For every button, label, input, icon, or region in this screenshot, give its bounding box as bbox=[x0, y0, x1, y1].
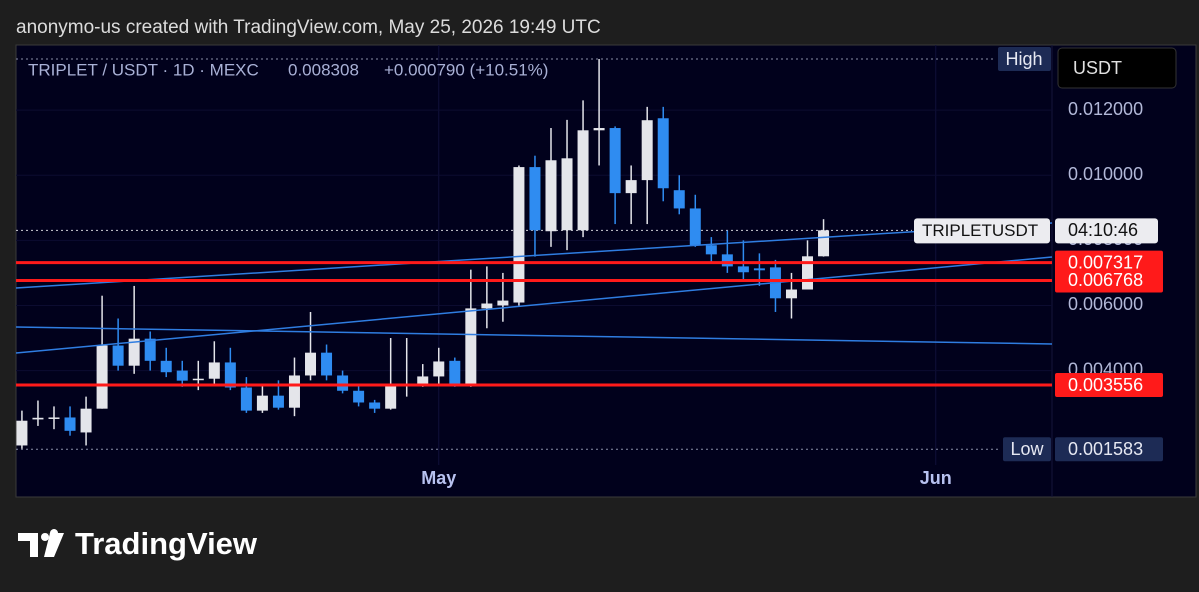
candle-body bbox=[272, 395, 284, 408]
logo-mark bbox=[44, 533, 64, 557]
low-label-box bbox=[1003, 437, 1051, 462]
candle-body bbox=[433, 361, 445, 377]
candle-body bbox=[577, 130, 589, 231]
candle-body bbox=[240, 387, 252, 411]
candle-body bbox=[625, 180, 637, 194]
candle-body bbox=[689, 208, 701, 246]
logo-dot bbox=[41, 533, 49, 541]
low-value: 0.001583 bbox=[1068, 439, 1143, 459]
candle-body bbox=[705, 245, 717, 255]
candle-body bbox=[561, 158, 573, 231]
candle-body bbox=[818, 230, 830, 257]
currency-box[interactable] bbox=[1057, 47, 1177, 89]
candle-body bbox=[529, 167, 541, 231]
symbol: TRIPLET / USDT · 1D · MEXC bbox=[28, 60, 259, 79]
trend-line bbox=[15, 326, 1053, 345]
trend-line bbox=[15, 256, 1053, 354]
candle-body bbox=[673, 190, 685, 209]
candle-body bbox=[208, 362, 220, 379]
candle-body bbox=[353, 390, 365, 403]
candle-body bbox=[64, 417, 76, 431]
last-price: 0.008308 bbox=[288, 60, 359, 79]
chart-panel bbox=[15, 44, 1197, 498]
low-value-box bbox=[1055, 437, 1163, 462]
candle-body bbox=[609, 128, 621, 194]
y-tick-label: 0.010000 bbox=[1068, 164, 1143, 184]
candle-body bbox=[96, 345, 108, 409]
level-label-box bbox=[1055, 268, 1163, 293]
level-label-box bbox=[1055, 373, 1163, 398]
logo bbox=[18, 529, 64, 557]
candle-body bbox=[737, 266, 749, 273]
candle-body bbox=[721, 254, 733, 267]
candle-body bbox=[753, 268, 765, 271]
logo-mark bbox=[18, 529, 58, 557]
candle-body bbox=[657, 118, 669, 189]
candle-body bbox=[192, 378, 204, 381]
candle-body bbox=[321, 352, 333, 376]
x-tick-label: May bbox=[421, 468, 456, 488]
level-label: 0.007317 bbox=[1068, 252, 1143, 272]
candle-body bbox=[369, 402, 381, 409]
candle-body bbox=[176, 370, 188, 381]
y-tick-label: 0.006000 bbox=[1068, 294, 1143, 314]
candle-body bbox=[256, 395, 268, 411]
candle-body bbox=[481, 303, 493, 309]
candle-body bbox=[785, 289, 797, 299]
plot bbox=[16, 45, 1052, 465]
countdown: 04:10:46 bbox=[1068, 220, 1138, 240]
currency[interactable]: USDT bbox=[1073, 58, 1122, 78]
overlay: MayJun0.0040000.0060000.0080000.0100000.… bbox=[16, 47, 1163, 488]
countdown-box bbox=[1055, 218, 1158, 244]
candle-body bbox=[48, 417, 60, 419]
candle-body bbox=[80, 408, 92, 433]
level-label: 0.006768 bbox=[1068, 270, 1143, 290]
x-tick-label: Jun bbox=[920, 468, 952, 488]
candle-body bbox=[144, 338, 156, 361]
candle-body bbox=[513, 167, 525, 303]
low-label: Low bbox=[1010, 439, 1044, 459]
footer-logo: TradingView bbox=[75, 526, 258, 561]
candle-body bbox=[417, 376, 429, 385]
level-label: 0.003556 bbox=[1068, 375, 1143, 395]
candle-body bbox=[112, 345, 124, 366]
candle-body bbox=[385, 385, 397, 409]
candle-body bbox=[802, 256, 814, 290]
symbol-label-box bbox=[914, 218, 1050, 244]
candle-body bbox=[449, 360, 461, 385]
candle-body bbox=[305, 352, 317, 376]
header: anonymo-us created with TradingView.com,… bbox=[16, 17, 601, 38]
symbol-label: TRIPLETUSDT bbox=[922, 221, 1038, 240]
change: +0.000790 (+10.51%) bbox=[384, 60, 548, 79]
high-label-box bbox=[998, 47, 1051, 71]
candle-body bbox=[641, 120, 653, 181]
candle-body bbox=[497, 300, 509, 306]
trend-line bbox=[15, 222, 1053, 289]
y-tick-label: 0.012000 bbox=[1068, 99, 1143, 119]
high-label: High bbox=[1005, 49, 1042, 69]
candle-body bbox=[160, 360, 172, 373]
candle-body bbox=[545, 160, 557, 232]
candle-body bbox=[128, 338, 140, 366]
candle-body bbox=[288, 375, 300, 408]
candle-body bbox=[32, 417, 44, 420]
candle-body bbox=[593, 128, 605, 131]
candle-body bbox=[337, 375, 349, 391]
candle-body bbox=[465, 308, 477, 385]
candle-body bbox=[16, 420, 28, 446]
candle-body bbox=[224, 362, 236, 388]
